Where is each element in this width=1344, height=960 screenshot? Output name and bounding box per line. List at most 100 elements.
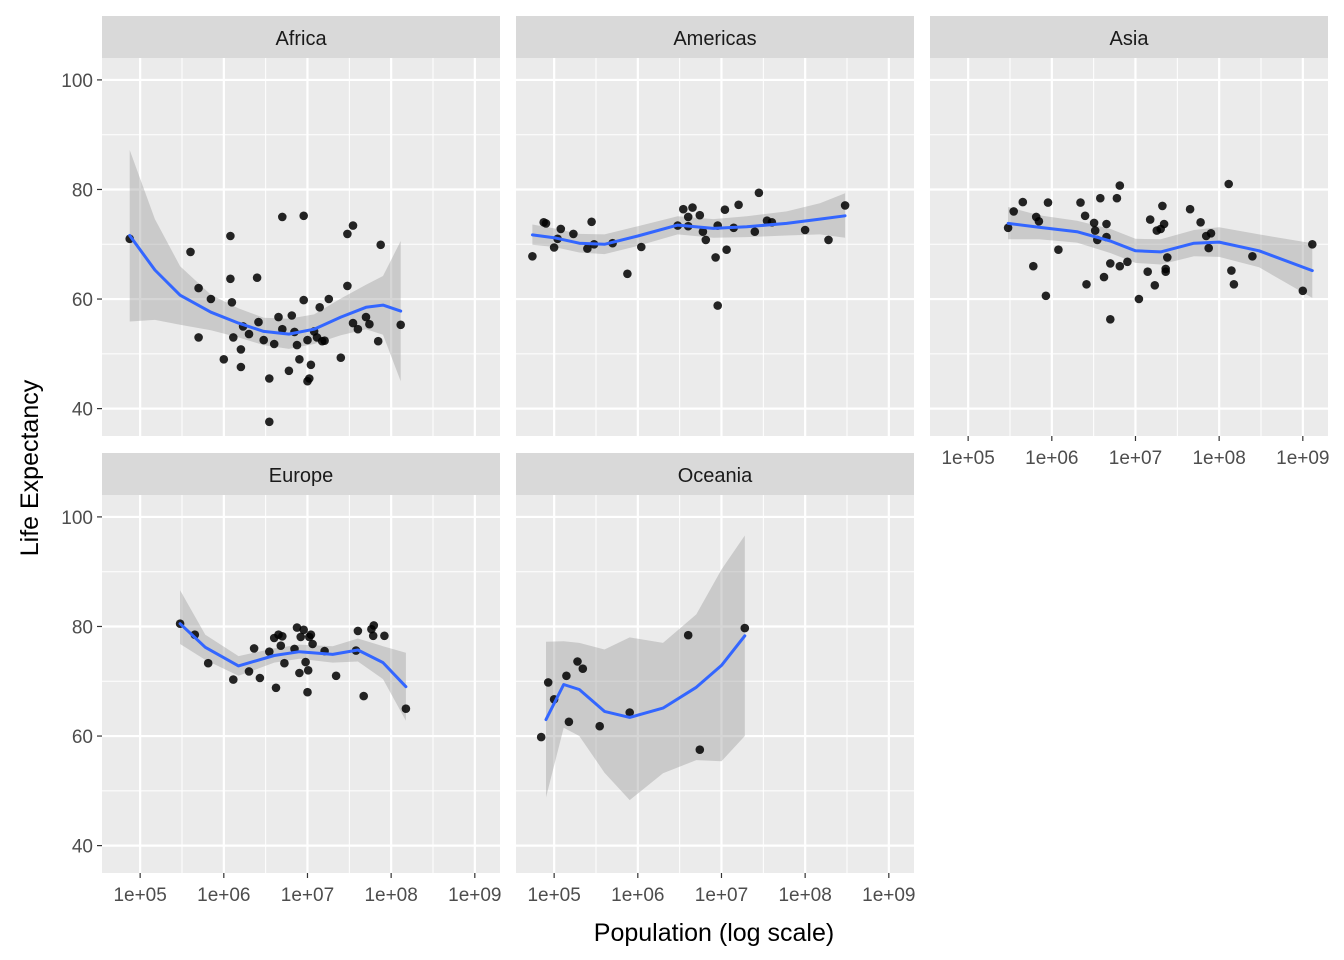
data-point bbox=[229, 333, 238, 342]
facet-strip bbox=[930, 16, 1328, 58]
data-point bbox=[683, 630, 693, 640]
data-point bbox=[701, 235, 711, 245]
confidence-band bbox=[180, 590, 406, 721]
data-point bbox=[306, 630, 316, 639]
data-point bbox=[720, 205, 730, 214]
data-point bbox=[265, 374, 274, 383]
smooth-line bbox=[544, 634, 747, 722]
y-tick-label: 60 bbox=[72, 727, 93, 748]
data-point bbox=[203, 658, 213, 668]
data-point bbox=[299, 625, 309, 635]
data-point bbox=[236, 345, 246, 354]
data-point bbox=[1054, 245, 1063, 254]
x-tick-label: 1e+08 bbox=[778, 885, 831, 906]
data-point bbox=[840, 201, 850, 210]
data-point bbox=[679, 204, 688, 214]
data-point bbox=[331, 671, 341, 681]
data-point bbox=[227, 298, 237, 307]
data-point bbox=[1076, 198, 1085, 207]
data-point bbox=[722, 245, 731, 254]
data-point bbox=[1003, 223, 1013, 233]
data-point bbox=[306, 360, 316, 370]
x-tick-label: 1e+06 bbox=[611, 885, 664, 906]
data-point bbox=[1115, 181, 1125, 190]
data-point bbox=[683, 212, 693, 222]
data-point bbox=[1034, 217, 1044, 226]
y-tick-label: 80 bbox=[72, 617, 93, 638]
data-point bbox=[343, 281, 352, 291]
data-point bbox=[303, 335, 312, 345]
data-point bbox=[359, 691, 369, 701]
smooth-line bbox=[178, 622, 408, 689]
facet-strip-label: Oceania bbox=[678, 465, 753, 487]
data-point bbox=[688, 203, 697, 212]
facet-strip bbox=[516, 16, 914, 58]
smooth-line bbox=[128, 234, 403, 336]
data-point bbox=[259, 335, 269, 345]
data-point bbox=[296, 632, 306, 642]
data-point bbox=[254, 317, 263, 327]
data-point bbox=[800, 225, 810, 235]
data-point bbox=[361, 312, 371, 322]
data-point bbox=[1043, 198, 1053, 207]
data-point bbox=[543, 678, 553, 687]
data-point bbox=[750, 227, 760, 236]
data-point bbox=[734, 200, 743, 210]
data-point bbox=[376, 240, 386, 250]
data-point bbox=[1298, 286, 1308, 296]
data-point bbox=[380, 631, 389, 641]
data-point bbox=[343, 229, 352, 239]
data-point bbox=[562, 671, 571, 681]
data-point bbox=[541, 219, 551, 228]
data-point bbox=[1224, 179, 1233, 189]
facet-europe: Europe 40 60 80 100 1e+05 1e+06 1e+07 1e+08 1e+09 bbox=[61, 453, 502, 906]
data-point bbox=[229, 675, 238, 684]
confidence-band bbox=[546, 535, 745, 801]
data-point bbox=[1204, 243, 1213, 253]
facet-americas: Americas bbox=[516, 16, 914, 436]
data-point bbox=[219, 355, 229, 364]
facet-strip-label: Asia bbox=[1110, 28, 1150, 50]
data-point bbox=[276, 641, 286, 650]
data-point bbox=[1196, 218, 1205, 227]
confidence-band bbox=[129, 150, 401, 382]
data-point bbox=[1018, 197, 1028, 207]
data-point bbox=[1163, 253, 1172, 262]
data-point bbox=[824, 235, 833, 245]
data-point bbox=[1029, 261, 1038, 271]
data-point bbox=[265, 647, 274, 656]
data-point bbox=[1102, 219, 1111, 229]
data-point bbox=[365, 319, 374, 329]
x-tick-label: 1e+05 bbox=[527, 885, 580, 906]
data-point bbox=[249, 644, 259, 653]
data-point bbox=[315, 303, 325, 312]
data-point bbox=[278, 212, 287, 222]
data-point bbox=[303, 687, 312, 697]
facet-strip bbox=[102, 453, 500, 495]
panel-background bbox=[102, 495, 500, 873]
data-point bbox=[324, 294, 334, 304]
data-point bbox=[637, 242, 646, 252]
data-point bbox=[373, 336, 383, 346]
x-tick-label: 1e+06 bbox=[197, 885, 250, 906]
data-point bbox=[1099, 272, 1109, 282]
data-point bbox=[1080, 211, 1090, 221]
data-point bbox=[1143, 267, 1152, 277]
data-point bbox=[226, 231, 235, 241]
data-point bbox=[1090, 226, 1100, 235]
data-point bbox=[353, 626, 363, 636]
data-point bbox=[1229, 280, 1239, 289]
x-tick-label: 1e+05 bbox=[113, 885, 166, 906]
y-tick-label: 40 bbox=[72, 400, 93, 421]
x-tick-label: 1e+05 bbox=[941, 448, 994, 469]
panel-background bbox=[516, 58, 914, 436]
data-point bbox=[1308, 240, 1317, 249]
data-point bbox=[536, 732, 546, 742]
data-point bbox=[1096, 193, 1105, 203]
data-point bbox=[194, 283, 203, 293]
data-point bbox=[1150, 281, 1160, 290]
data-point bbox=[292, 623, 302, 632]
x-tick-label: 1e+07 bbox=[1109, 448, 1162, 469]
data-point bbox=[301, 657, 310, 667]
